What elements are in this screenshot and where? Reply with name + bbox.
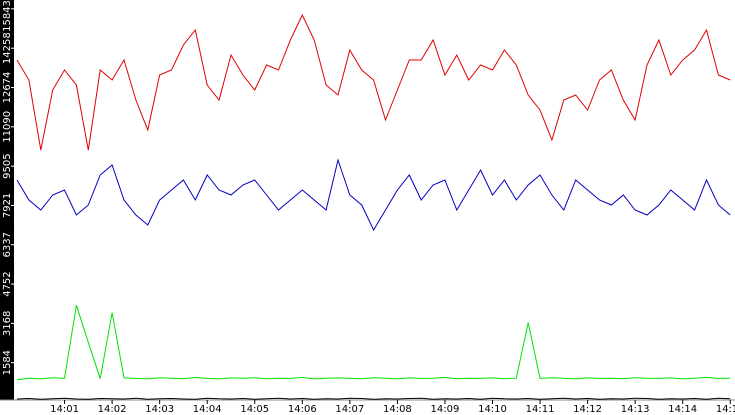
x-tick-label: 14:11 xyxy=(526,404,555,415)
y-tick-label: 6337 xyxy=(2,232,13,257)
x-tick-label: 14:04 xyxy=(193,404,222,415)
x-tick-label: 14:10 xyxy=(478,404,507,415)
y-axis-strip xyxy=(0,0,14,400)
y-tick-label: 11090 xyxy=(2,111,13,143)
x-tick-label: 14:07 xyxy=(335,404,364,415)
y-tick-label: 7921 xyxy=(2,193,13,218)
x-tick-label: 14:15 xyxy=(716,404,735,415)
y-tick-label: 9505 xyxy=(2,153,13,178)
x-tick-label: 14:13 xyxy=(621,404,650,415)
x-tick-label: 14:05 xyxy=(240,404,269,415)
x-tick-label: 14:12 xyxy=(573,404,602,415)
x-tick-label: 14:01 xyxy=(50,404,79,415)
x-tick-label: 14:02 xyxy=(98,404,127,415)
x-tick-label: 14:08 xyxy=(383,404,412,415)
series-line xyxy=(16,305,731,381)
series-line xyxy=(16,13,731,151)
x-tick-label: 14:09 xyxy=(431,404,460,415)
y-tick-label: 14258 xyxy=(2,32,13,64)
y-tick-label: 3168 xyxy=(2,311,13,336)
series-line xyxy=(16,397,731,400)
y-tick-label: 12674 xyxy=(2,72,13,104)
x-tick-label: 14:03 xyxy=(145,404,174,415)
y-tick-label: 15843 xyxy=(2,0,13,32)
y-tick-label: 4752 xyxy=(2,271,13,296)
series-line xyxy=(16,158,731,232)
x-tick-label: 14:06 xyxy=(288,404,317,415)
x-tick-label: 14:14 xyxy=(668,404,697,415)
y-tick-label: 1584 xyxy=(2,350,13,375)
